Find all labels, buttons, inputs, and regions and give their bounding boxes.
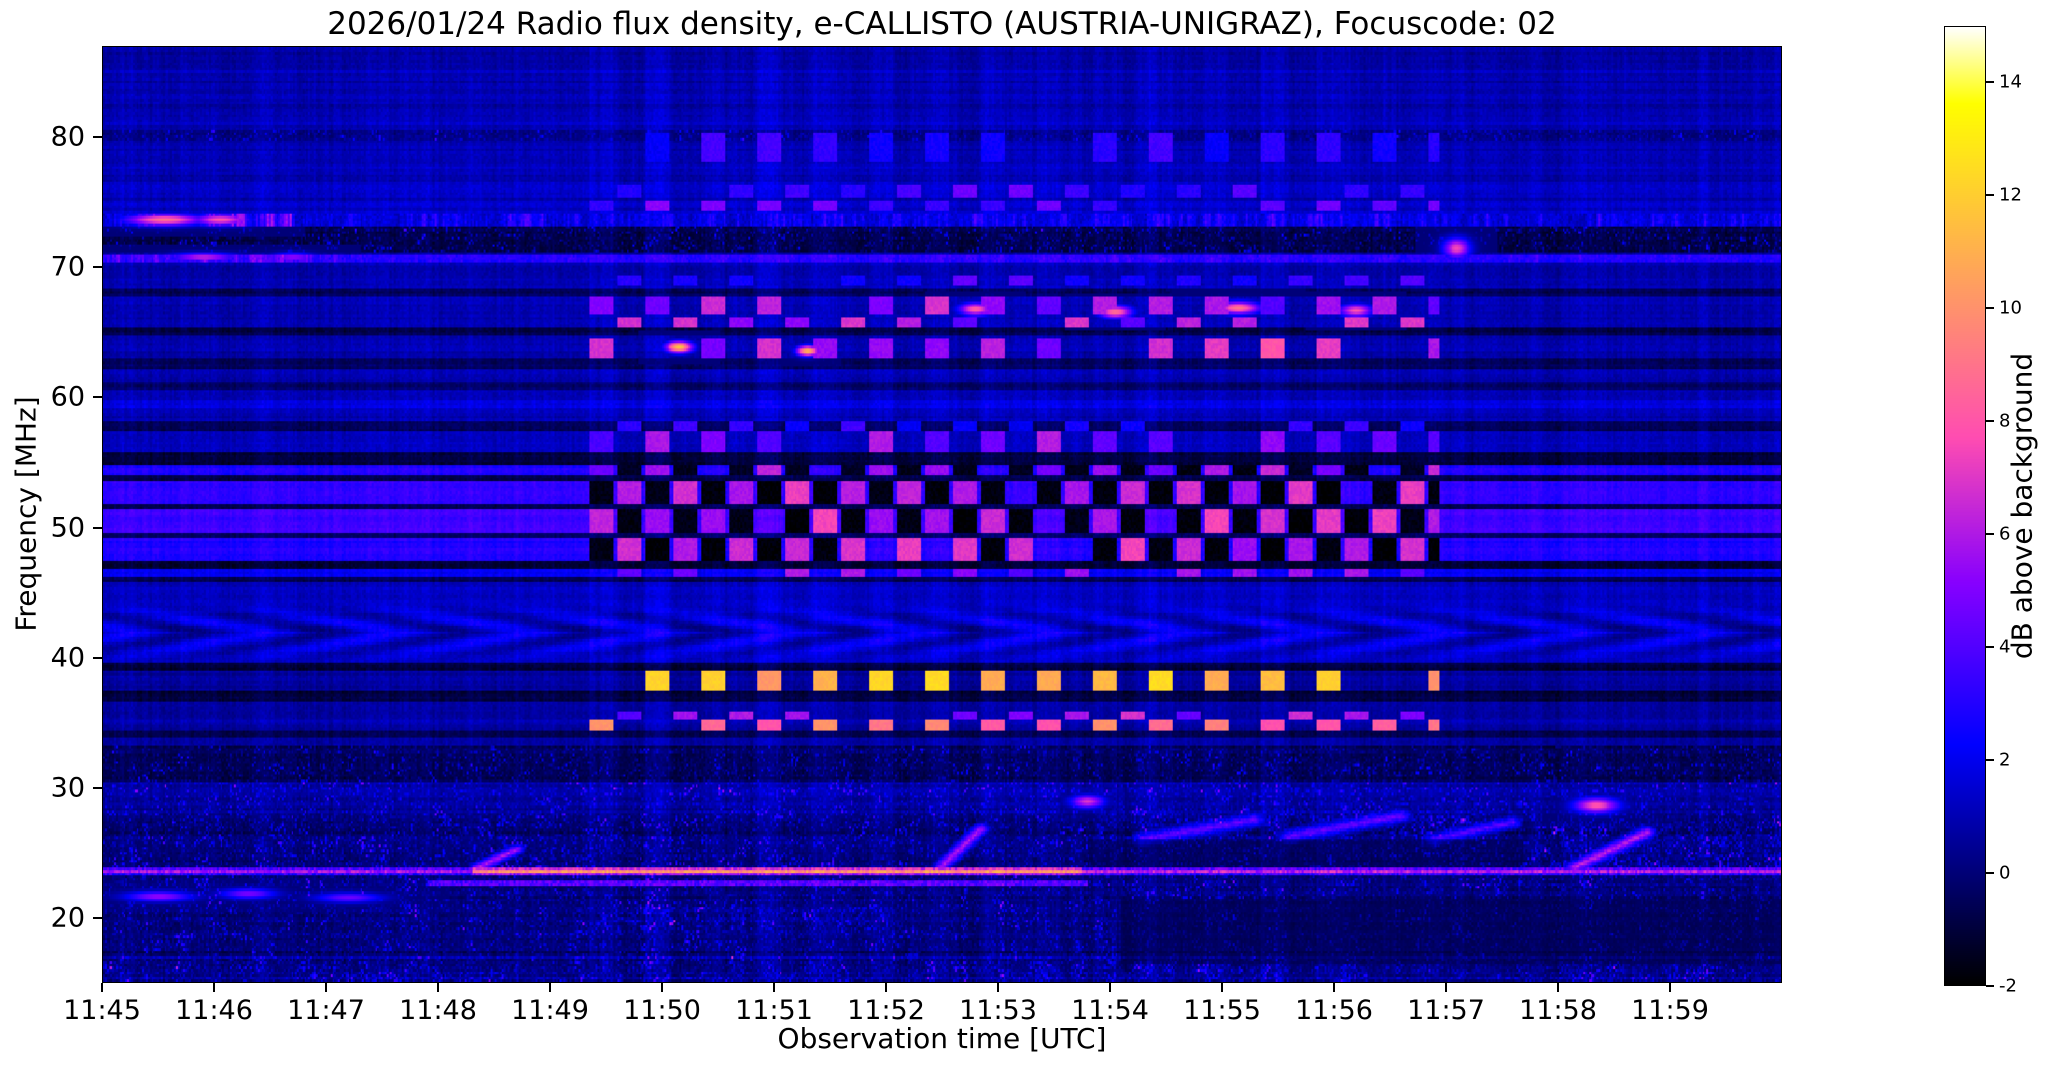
x-tick-mark: [101, 983, 103, 992]
colorbar-tick-mark: [1986, 985, 1994, 987]
x-tick-mark: [1445, 983, 1447, 992]
x-tick-label: 11:51: [735, 995, 813, 1026]
x-tick-label: 11:45: [63, 995, 141, 1026]
x-tick-mark: [1557, 983, 1559, 992]
x-tick-mark: [213, 983, 215, 992]
y-tick-mark: [93, 656, 102, 659]
colorbar-tick-mark: [1986, 420, 1994, 423]
y-tick-label: 40: [50, 642, 85, 674]
x-tick-label: 11:50: [623, 995, 701, 1026]
x-tick-mark: [325, 983, 327, 992]
y-tick-label: 70: [50, 251, 85, 283]
colorbar-tick-label: 4: [1999, 636, 2011, 658]
colorbar-tick-label: 8: [1999, 410, 2011, 432]
x-tick-mark: [549, 983, 551, 992]
colorbar: [1944, 26, 1986, 986]
x-axis-label: Observation time [UTC]: [777, 1022, 1107, 1055]
colorbar-tick-label: 12: [1999, 184, 2022, 206]
y-tick-mark: [93, 916, 102, 919]
y-tick-label: 20: [50, 902, 85, 934]
y-tick-label: 60: [50, 381, 85, 413]
x-tick-mark: [773, 983, 775, 992]
y-tick-mark: [93, 396, 102, 399]
colorbar-label: dB above background: [2005, 352, 2039, 660]
x-tick-label: 11:46: [175, 995, 253, 1026]
y-tick-mark: [93, 266, 102, 269]
y-tick-label: 50: [50, 512, 85, 543]
x-tick-label: 11:57: [1407, 995, 1485, 1026]
x-tick-label: 11:58: [1519, 995, 1597, 1026]
y-tick-label: 80: [50, 121, 85, 153]
x-tick-mark: [1221, 983, 1223, 992]
x-tick-mark: [437, 983, 439, 992]
colorbar-gradient: [1945, 27, 1985, 985]
colorbar-tick-mark: [1986, 646, 1994, 649]
colorbar-tick-label: 14: [1999, 71, 2022, 93]
y-tick-mark: [93, 136, 102, 139]
colorbar-tick-label: 10: [1999, 297, 2022, 319]
colorbar-tick-mark: [1986, 307, 1994, 310]
x-tick-mark: [1669, 983, 1671, 992]
y-tick-mark: [93, 786, 102, 789]
colorbar-tick-mark: [1986, 533, 1994, 536]
x-tick-label: 11:53: [959, 995, 1037, 1026]
colorbar-tick-mark: [1986, 759, 1994, 762]
colorbar-tick-mark: [1986, 194, 1994, 197]
colorbar-tick-label: -2: [1999, 975, 2017, 997]
x-tick-label: 11:48: [399, 995, 477, 1026]
x-tick-label: 11:56: [1295, 995, 1373, 1026]
x-tick-label: 11:55: [1183, 995, 1261, 1026]
spectrogram-canvas: [103, 47, 1781, 982]
x-tick-label: 11:54: [1071, 995, 1149, 1026]
y-tick-label: 30: [50, 772, 85, 804]
x-tick-label: 11:47: [287, 995, 365, 1026]
x-tick-label: 11:49: [511, 995, 589, 1026]
colorbar-tick-mark: [1986, 872, 1994, 875]
chart-title: 2026/01/24 Radio flux density, e-CALLIST…: [327, 6, 1557, 42]
colorbar-tick-label: 6: [1999, 523, 2011, 545]
x-tick-label: 11:59: [1631, 995, 1709, 1026]
x-tick-label: 11:52: [847, 995, 925, 1026]
colorbar-tick-label: 2: [1999, 749, 2011, 771]
plot-area: [102, 46, 1782, 983]
y-tick-mark: [93, 526, 102, 529]
x-tick-mark: [1333, 983, 1335, 992]
x-tick-mark: [997, 983, 999, 992]
colorbar-tick-mark: [1986, 81, 1994, 84]
x-tick-mark: [885, 983, 887, 992]
x-tick-mark: [1109, 983, 1111, 992]
x-tick-mark: [661, 983, 663, 992]
colorbar-tick-label: 0: [1999, 862, 2011, 884]
